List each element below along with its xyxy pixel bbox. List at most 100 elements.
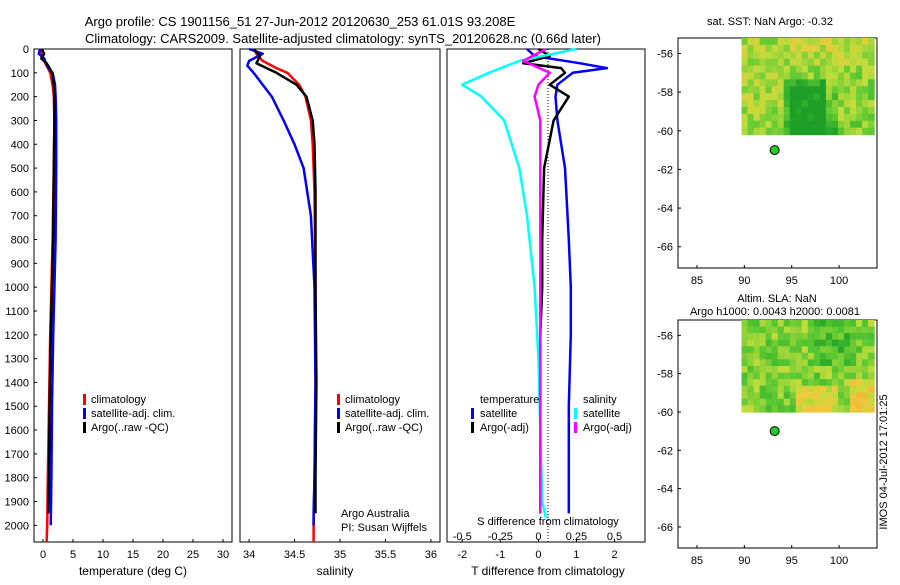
heatmap-cell (850, 86, 857, 94)
heatmap-cell (759, 366, 767, 374)
heatmap-cell (789, 58, 797, 67)
heatmap-cell (747, 44, 755, 53)
heatmap-cell (862, 392, 869, 400)
heatmap-cell (771, 127, 779, 136)
legend-label-climatology: climatology (91, 394, 147, 406)
depth-tick-label: 2000 (5, 520, 29, 532)
heatmap-cell (831, 44, 839, 53)
t-difference-x-tick-label: 2 (611, 549, 617, 561)
heatmap-cell (783, 72, 791, 80)
heatmap-cell (753, 366, 761, 374)
s-difference-label: S difference from climatology (477, 516, 619, 528)
heatmap-cell (765, 65, 773, 74)
heatmap-cell (753, 100, 761, 108)
temperature-xlabel: temperature (deg C) (79, 564, 187, 578)
heatmap-cell (765, 385, 773, 393)
heatmap-cell (844, 326, 851, 334)
heatmap-cell (795, 366, 803, 374)
temperature-x-tick-label: 25 (187, 549, 199, 561)
depth-tick-label: 1700 (5, 449, 29, 461)
heatmap-cell (789, 93, 797, 101)
heatmap-cell (801, 320, 809, 328)
heatmap-cell (759, 405, 767, 413)
heatmap-cell (777, 100, 785, 108)
heatmap-cell (759, 58, 767, 67)
heatmap-cell (856, 339, 863, 347)
heatmap-cell (795, 333, 803, 341)
heatmap-cell (747, 333, 755, 341)
heatmap-cell (771, 352, 779, 360)
heatmap-cell (747, 107, 755, 115)
heatmap-cell (759, 86, 767, 94)
heatmap-cell (759, 320, 767, 328)
heatmap-cell (807, 113, 815, 122)
figure-title-line1: Argo profile: CS 1901156_51 27-Jun-2012 … (85, 14, 516, 29)
heatmap-cell (831, 72, 839, 80)
legend-label-argo: Argo(..raw -QC) (345, 422, 423, 434)
heatmap-cell (838, 405, 845, 413)
t-difference-x-tick-label: -2 (457, 549, 467, 561)
heatmap-cell (868, 38, 875, 46)
heatmap-cell (753, 65, 761, 74)
heatmap-cell (844, 320, 851, 328)
heatmap-cell (771, 346, 779, 354)
heatmap-cell (753, 392, 761, 400)
heatmap-cell (765, 392, 773, 400)
heatmap-cell (801, 352, 809, 360)
heatmap-cell (807, 320, 815, 328)
temperature-series (37, 48, 58, 543)
heatmap-cell (862, 405, 869, 413)
heatmap-cell (807, 359, 815, 367)
heatmap-cell (795, 405, 803, 413)
heatmap-cell (850, 339, 857, 347)
heatmap-cell (813, 326, 821, 334)
heatmap-cell (825, 379, 833, 387)
heatmap-cell (753, 320, 761, 328)
latitude-tick-label: -64 (657, 203, 673, 215)
depth-tick-label: 1200 (5, 330, 29, 342)
heatmap-cell (783, 385, 791, 393)
legend-header-temperature: temperature (480, 394, 539, 406)
s-difference-tick-label: -0.25 (488, 531, 513, 543)
heatmap-cell (795, 44, 803, 53)
heatmap-cell (783, 100, 791, 108)
heatmap-cell (813, 72, 821, 80)
heatmap-cell (801, 333, 809, 341)
heatmap-cell (850, 326, 857, 334)
heatmap-cell (813, 320, 821, 328)
heatmap-cell (765, 320, 773, 328)
heatmap-cell (747, 385, 755, 393)
heatmap-cell (850, 405, 857, 413)
heatmap-cell (789, 120, 797, 129)
heatmap-cell (789, 398, 797, 406)
heatmap-cell (783, 346, 791, 354)
heatmap-cell (801, 359, 809, 367)
argo-position-marker (769, 145, 780, 156)
heatmap-cell (753, 372, 761, 380)
heatmap-cell (747, 398, 755, 406)
heatmap-cell (741, 79, 749, 87)
sla-map-axes: -56 -58 -60 -62 -64 -66 85 90 95 100 (657, 330, 848, 567)
heatmap-cell (765, 107, 773, 115)
longitude-tick-label: 100 (830, 275, 848, 287)
heatmap-cell (783, 38, 791, 46)
heatmap-cell (783, 86, 791, 94)
heatmap-cell (825, 326, 833, 334)
heatmap-cell (765, 38, 773, 46)
heatmap-cell (844, 100, 851, 108)
temperature-x-tick-label: 0 (40, 549, 46, 561)
heatmap-cell (844, 333, 851, 341)
depth-tick-label: 1300 (5, 354, 29, 366)
sla-map-title-line2: Argo h1000: 0.0043 h2000: 0.0081 (690, 306, 860, 318)
heatmap-cell (759, 100, 767, 108)
depth-tick-label: 300 (11, 115, 29, 127)
heatmap-cell (825, 86, 833, 94)
longitude-tick-label: 90 (738, 275, 750, 287)
heatmap-cell (850, 93, 857, 101)
heatmap-cell (753, 113, 761, 122)
heatmap-cell (777, 120, 785, 129)
heatmap-cell (741, 100, 749, 108)
heatmap-cell (850, 120, 857, 129)
heatmap-cell (771, 72, 779, 80)
heatmap-cell (825, 372, 833, 380)
